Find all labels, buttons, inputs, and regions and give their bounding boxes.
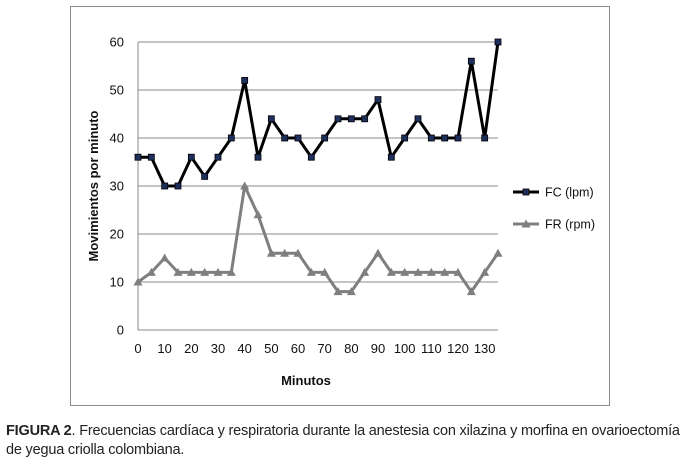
data-point-fr — [280, 248, 290, 257]
data-point-fr — [226, 267, 236, 276]
figure-caption: FIGURA 2. Frecuencias cardíaca y respira… — [6, 422, 682, 460]
series-line-fc — [138, 41, 500, 188]
data-point-fr — [240, 181, 250, 190]
data-point-fc — [187, 153, 195, 161]
data-point-fc — [414, 115, 422, 123]
data-point-fr — [466, 287, 476, 296]
x-axis-title: Minutos — [281, 373, 331, 388]
data-point-fc — [334, 115, 342, 123]
y-axis-title: Movimientos por minuto — [86, 110, 101, 261]
chart-frame: 0 10 20 30 40 50 60 0 10 20 30 40 50 60 70 80 90 100 110 12… — [70, 6, 610, 406]
x-tick-label: 80 — [344, 341, 358, 356]
data-point-fr — [200, 267, 210, 276]
x-tick-label: 10 — [157, 341, 171, 356]
data-point-fc — [347, 115, 355, 123]
x-tick-label: 110 — [421, 341, 442, 356]
data-point-fc — [494, 38, 502, 46]
x-tick-label: 70 — [317, 341, 331, 356]
y-tick-label: 0 — [117, 323, 124, 338]
data-point-fr — [346, 287, 356, 296]
y-tick-label: 20 — [110, 227, 124, 242]
data-point-fc — [361, 115, 369, 123]
y-tick-label: 50 — [110, 83, 124, 98]
data-point-fr — [333, 287, 343, 296]
data-point-fc — [281, 134, 289, 142]
data-point-fc — [161, 182, 169, 190]
data-point-fc — [454, 134, 462, 142]
data-point-fr — [253, 210, 263, 219]
x-tick-label: 90 — [371, 341, 385, 356]
data-point-fc — [401, 134, 409, 142]
x-tick-label: 50 — [264, 341, 278, 356]
data-point-fc — [427, 134, 435, 142]
data-point-fc — [174, 182, 182, 190]
data-point-fr — [493, 248, 503, 257]
legend-marker-fr — [521, 219, 531, 228]
data-point-fc — [441, 134, 449, 142]
x-tick-label: 130 — [474, 341, 496, 356]
data-point-fr — [293, 248, 303, 257]
data-point-fr — [146, 267, 156, 276]
data-point-fr — [320, 267, 330, 276]
data-point-fc — [387, 153, 395, 161]
legend-marker-fc — [522, 188, 530, 196]
x-tick-label: 0 — [134, 341, 141, 356]
y-tick-label: 30 — [110, 179, 124, 194]
figure-caption-text: . Frecuencias cardíaca y respiratoria du… — [6, 423, 680, 458]
data-point-fr — [186, 267, 196, 276]
data-point-fr — [413, 267, 423, 276]
data-point-fr — [173, 267, 183, 276]
data-point-fc — [147, 153, 155, 161]
data-point-fr — [160, 253, 170, 262]
x-tick-label: 120 — [447, 341, 469, 356]
data-point-fc — [201, 172, 209, 180]
data-point-fr — [426, 267, 436, 276]
data-point-fc — [307, 153, 315, 161]
data-point-fr — [373, 248, 383, 257]
x-tick-label: 100 — [394, 341, 416, 356]
data-point-fc — [374, 96, 382, 103]
data-point-fr — [400, 267, 410, 276]
data-point-fr — [360, 267, 370, 276]
data-point-fr — [386, 267, 396, 276]
x-tick-label: 60 — [291, 341, 305, 356]
figure-label: FIGURA 2 — [6, 423, 72, 439]
legend-label-fr: FR (rpm) — [545, 218, 595, 232]
data-point-fc — [214, 153, 222, 161]
legend-label-fc: FC (lpm) — [545, 186, 594, 200]
x-tick-label: 20 — [184, 341, 198, 356]
data-point-fr — [133, 277, 143, 286]
data-point-fc — [467, 57, 475, 65]
data-point-fc — [254, 153, 262, 161]
data-point-fr — [453, 267, 463, 276]
data-point-fc — [227, 134, 235, 142]
y-tick-label: 60 — [110, 35, 124, 50]
data-point-fr — [213, 267, 223, 276]
x-tick-label: 40 — [237, 341, 251, 356]
data-point-fr — [306, 267, 316, 276]
data-point-fr — [440, 267, 450, 276]
x-tick-label: 30 — [211, 341, 225, 356]
data-point-fc — [321, 134, 329, 142]
data-point-fr — [480, 267, 490, 276]
y-tick-label: 10 — [110, 275, 124, 290]
data-point-fr — [266, 248, 276, 257]
data-point-fc — [241, 77, 249, 84]
data-point-fc — [267, 115, 275, 123]
data-point-fc — [294, 134, 302, 142]
line-chart: 0 10 20 30 40 50 60 0 10 20 30 40 50 60 70 80 90 100 110 12… — [86, 35, 595, 389]
series-line-fr — [137, 184, 500, 294]
data-point-fc — [481, 134, 489, 142]
y-tick-label: 40 — [110, 131, 124, 146]
data-point-fc — [134, 153, 142, 161]
